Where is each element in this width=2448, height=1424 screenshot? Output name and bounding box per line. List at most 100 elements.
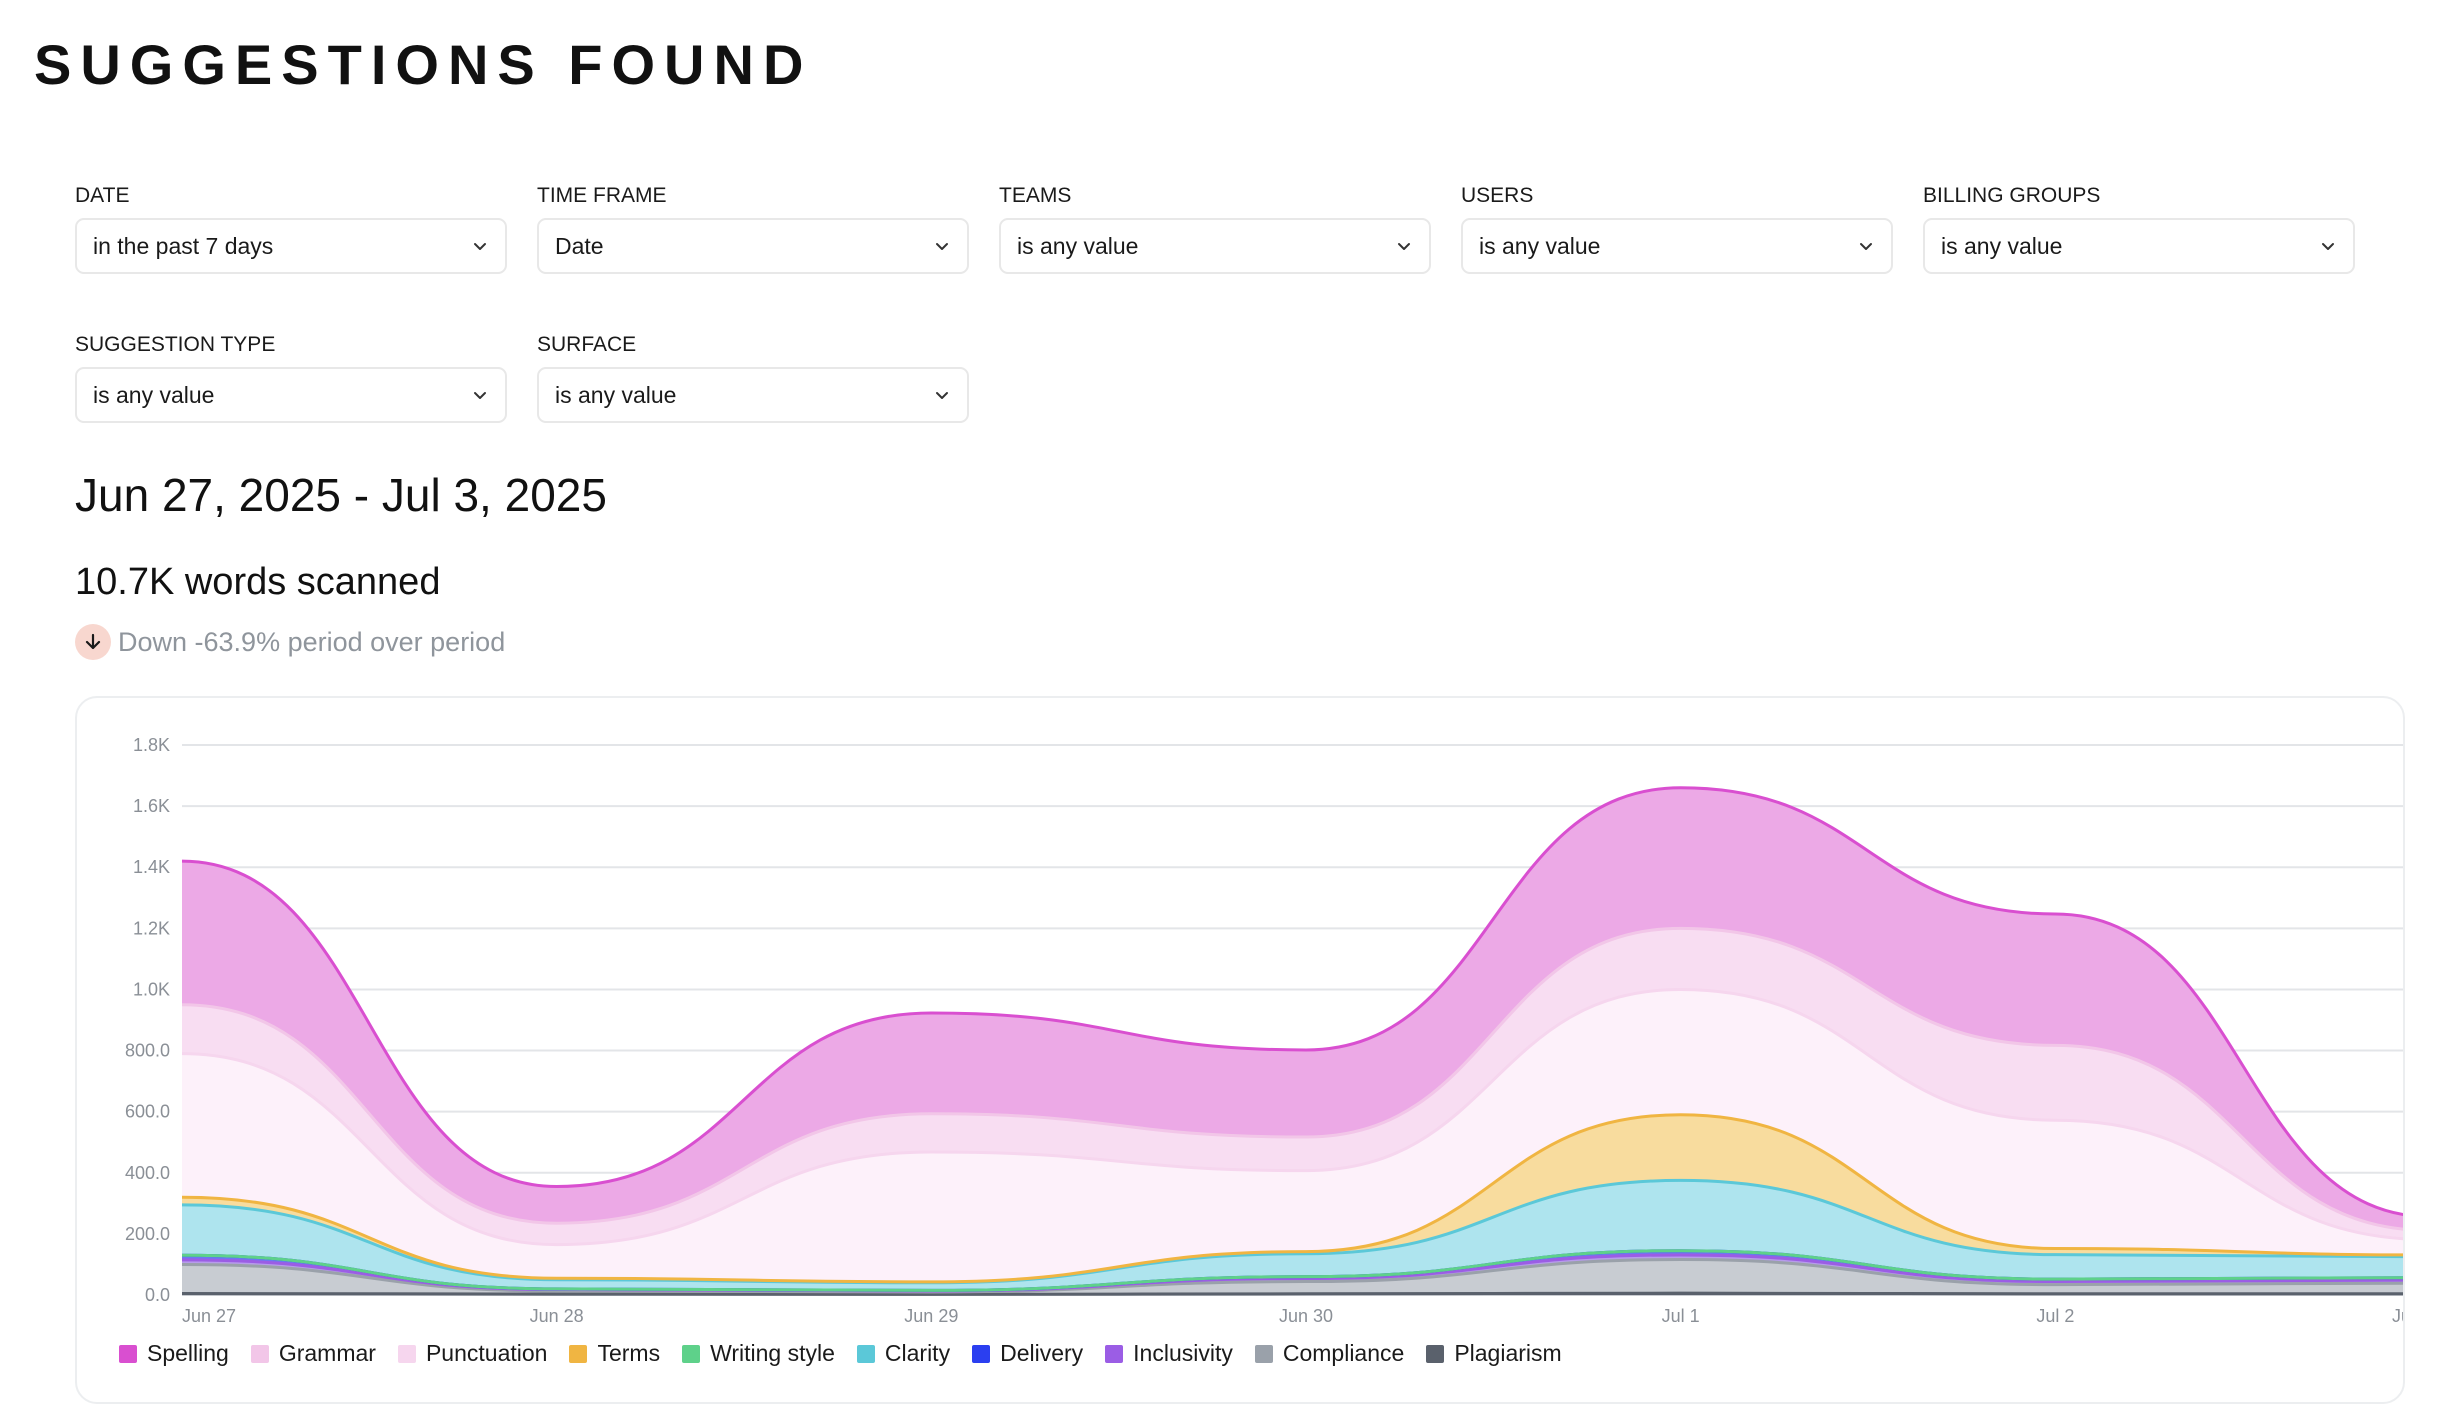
- x-tick-label: Jul 2: [2036, 1306, 2074, 1326]
- chevron-down-icon: [1398, 243, 1410, 250]
- filter-billing-groups: BILLING GROUPS is any value: [1923, 183, 2355, 274]
- legend-swatch: [682, 1344, 701, 1363]
- legend-item-grammar[interactable]: Grammar: [250, 1340, 376, 1367]
- date-range-heading: Jun 27, 2025 - Jul 3, 2025: [75, 469, 607, 521]
- y-tick-label: 400.0: [125, 1163, 170, 1183]
- legend-label: Writing style: [710, 1340, 835, 1366]
- chevron-down-icon: [936, 392, 948, 399]
- filter-surface-label: SURFACE: [537, 333, 637, 356]
- y-tick-label: 1.2K: [133, 918, 170, 938]
- arrow-down-icon: [75, 624, 111, 660]
- filter-time-frame: TIME FRAME Date: [537, 183, 969, 274]
- filter-teams: TEAMS is any value: [999, 183, 1431, 274]
- legend-item-plagiarism[interactable]: Plagiarism: [1426, 1340, 1562, 1367]
- users-select[interactable]: is any value: [1461, 218, 1893, 274]
- filter-suggestion-type: SUGGESTION TYPE is any value: [75, 332, 507, 423]
- y-tick-label: 800.0: [125, 1041, 170, 1061]
- chevron-down-icon: [2322, 243, 2334, 250]
- line-spelling: [181, 786, 2403, 1216]
- legend-label: Punctuation: [425, 1340, 548, 1366]
- y-tick-label: 1.6K: [133, 796, 170, 816]
- x-tick-label: Jun 28: [530, 1306, 584, 1326]
- x-tick-label: Jul 1: [1662, 1306, 1700, 1326]
- time-frame-select[interactable]: Date: [537, 218, 969, 274]
- chevron-down-icon: [474, 243, 486, 250]
- line-grammar: [181, 926, 2403, 1231]
- filter-date-label: DATE: [75, 184, 130, 207]
- legend-label: Clarity: [884, 1340, 951, 1366]
- legend-item-writing-style[interactable]: Writing style: [682, 1340, 835, 1367]
- chart-card: 0.0 200.0 400.0 600.0 800.0 1.0K 1.2K 1.4K 1.6K 1…: [75, 696, 2405, 1404]
- line-plagiarism: [181, 1291, 2403, 1296]
- line-punctuation: [181, 987, 2403, 1247]
- legend-swatch: [569, 1344, 588, 1363]
- filter-teams-label: TEAMS: [999, 184, 1072, 207]
- filter-suggestion-type-label: SUGGESTION TYPE: [75, 333, 276, 356]
- line-writing-style: [181, 1249, 2403, 1292]
- filter-billing-groups-label: BILLING GROUPS: [1923, 184, 2101, 207]
- chevron-down-icon: [474, 392, 486, 399]
- y-tick-label: 0.0: [145, 1285, 170, 1305]
- x-tick-label: Jun 30: [1279, 1306, 1333, 1326]
- y-tick-label: 1.4K: [133, 857, 170, 877]
- surface-select[interactable]: is any value: [537, 367, 969, 423]
- legend-item-punctuation[interactable]: Punctuation: [397, 1340, 548, 1367]
- chart-legend: Spelling Grammar Punctuation Terms Writing s…: [119, 1340, 1584, 1367]
- line-clarity: [181, 1178, 2403, 1285]
- legend-item-clarity[interactable]: Clarity: [856, 1340, 951, 1367]
- page-title: SUGGESTIONS FOUND: [34, 33, 813, 96]
- legend-swatch: [119, 1344, 137, 1363]
- users-select-value: is any value: [1479, 232, 1601, 259]
- suggestion-type-select[interactable]: is any value: [75, 367, 507, 423]
- legend-swatch: [1426, 1344, 1445, 1363]
- legend-item-inclusivity[interactable]: Inclusivity: [1105, 1340, 1233, 1367]
- chevron-down-icon: [936, 243, 948, 250]
- legend-item-compliance[interactable]: Compliance: [1254, 1340, 1405, 1367]
- filter-users-label: USERS: [1461, 184, 1534, 207]
- legend-label: Spelling: [147, 1340, 229, 1366]
- legend-label: Delivery: [1000, 1340, 1084, 1366]
- y-tick-label: 1.0K: [133, 979, 170, 999]
- x-tick-label: Jun 29: [904, 1306, 958, 1326]
- billing-groups-select-value: is any value: [1941, 232, 2063, 259]
- legend-swatch: [1254, 1344, 1273, 1363]
- x-tick-label: Jul 3: [2392, 1306, 2403, 1326]
- date-select[interactable]: in the past 7 days: [75, 218, 507, 274]
- legend-label: Terms: [597, 1340, 661, 1366]
- period-change-text: Down -63.9% period over period: [118, 626, 506, 657]
- area-clarity: [182, 1180, 2403, 1291]
- y-tick-label: 600.0: [125, 1102, 170, 1122]
- period-change: Down -63.9% period over period: [75, 624, 505, 660]
- legend-label: Compliance: [1282, 1340, 1405, 1366]
- y-tick-label: 200.0: [125, 1224, 170, 1244]
- area-spelling: [182, 787, 2403, 1229]
- legend-item-spelling[interactable]: Spelling: [119, 1340, 229, 1367]
- time-frame-select-value: Date: [555, 232, 604, 259]
- date-select-value: in the past 7 days: [93, 232, 274, 259]
- line-terms: [181, 1113, 2403, 1284]
- legend-swatch: [972, 1344, 991, 1363]
- stacked-area-chart: 0.0 200.0 400.0 600.0 800.0 1.0K 1.2K 1.4K 1.6K 1…: [125, 735, 2403, 1326]
- surface-select-value: is any value: [555, 381, 677, 408]
- line-compliance: [181, 1258, 2403, 1294]
- suggestion-type-select-value: is any value: [93, 381, 215, 408]
- filter-date: DATE in the past 7 days: [75, 183, 507, 274]
- legend-swatch: [856, 1344, 875, 1363]
- legend-item-delivery[interactable]: Delivery: [972, 1340, 1083, 1367]
- filter-time-frame-label: TIME FRAME: [537, 184, 667, 207]
- legend-swatch: [397, 1344, 416, 1363]
- area-compliance: [182, 1259, 2403, 1295]
- legend-swatch: [250, 1344, 269, 1363]
- legend-label: Grammar: [278, 1340, 376, 1366]
- teams-select[interactable]: is any value: [999, 218, 1431, 274]
- legend-label: Inclusivity: [1133, 1340, 1233, 1366]
- legend-label: Plagiarism: [1454, 1340, 1562, 1366]
- x-tick-label: Jun 27: [182, 1306, 236, 1326]
- legend-item-terms[interactable]: Terms: [569, 1340, 660, 1367]
- chevron-down-icon: [1860, 243, 1872, 250]
- area-grammar: [182, 928, 2403, 1245]
- billing-groups-select[interactable]: is any value: [1923, 218, 2355, 274]
- filter-surface: SURFACE is any value: [537, 332, 969, 423]
- y-tick-label: 1.8K: [133, 735, 170, 755]
- filter-users: USERS is any value: [1461, 183, 1893, 274]
